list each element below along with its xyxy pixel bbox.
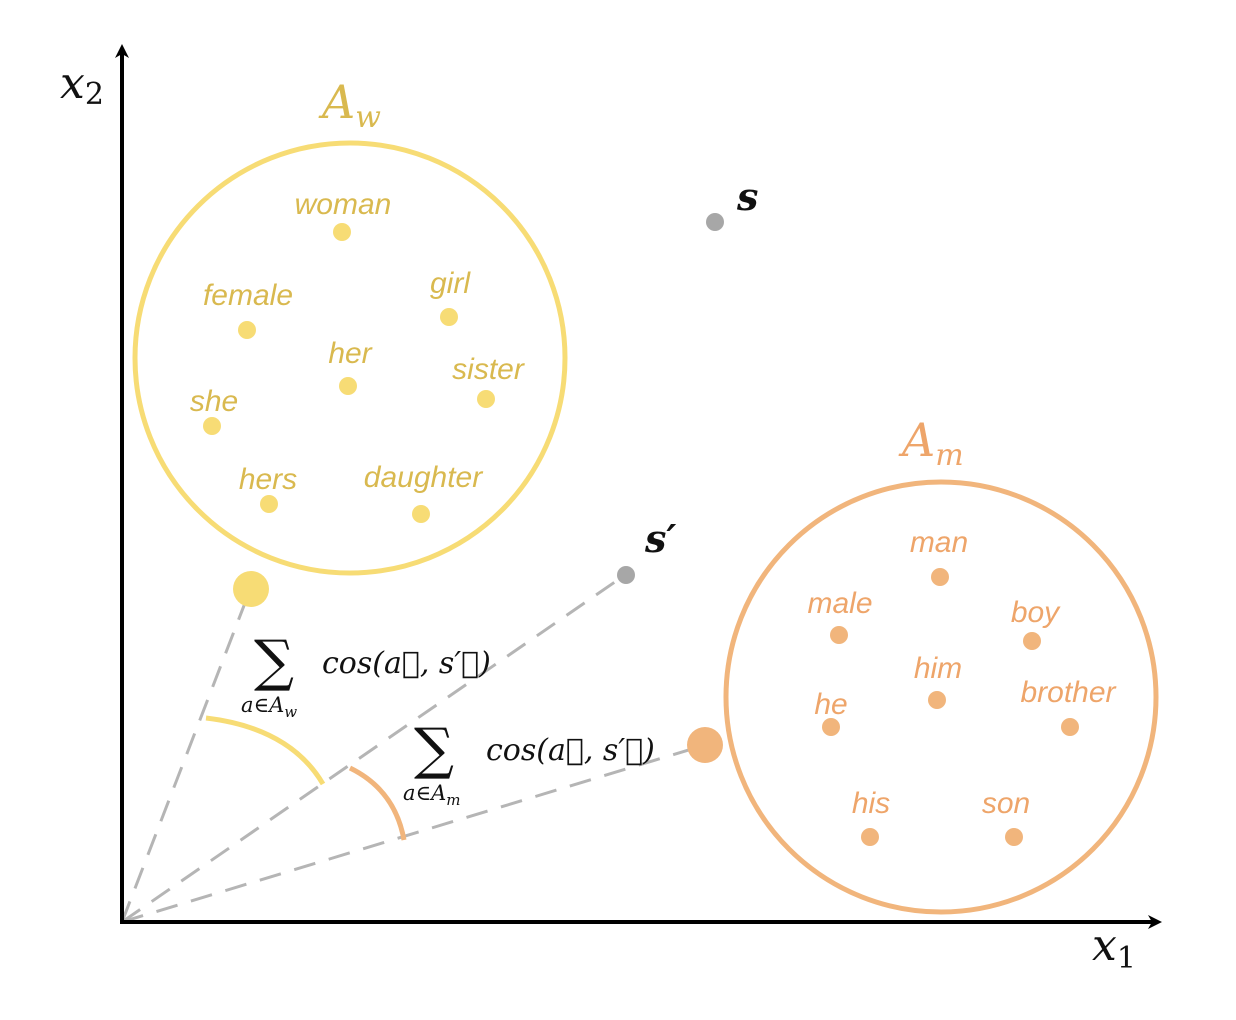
women-set-boundary: [132, 140, 568, 576]
women-formula-body: cos(a⃗, s′⃗): [322, 646, 491, 681]
men-angle-arc: [348, 765, 407, 841]
word-point-hers: [260, 495, 278, 513]
word-label-male: male: [807, 587, 872, 620]
word-point-sister: [477, 390, 495, 408]
x-axis-label: x1: [1092, 920, 1136, 976]
word-label-her: her: [328, 337, 372, 370]
ray-to-women-centroid: [120, 589, 252, 923]
word-point-brother: [1061, 718, 1079, 736]
word-label-his: his: [852, 787, 890, 820]
word-point-male: [830, 626, 848, 644]
word-label-brother: brother: [1020, 676, 1116, 709]
word-label-girl: girl: [430, 267, 471, 300]
word-point-boy: [1023, 632, 1041, 650]
men-cosine-formula: ∑ cos(a⃗, s′⃗) a∈Am: [403, 717, 655, 809]
axes: x2 x1: [60, 44, 1162, 976]
women-set: Aw woman female girl her sister she hers…: [132, 75, 568, 607]
men-formula-index: a∈Am: [403, 781, 460, 809]
word-point-her: [339, 377, 357, 395]
ray-to-s-prime: [121, 573, 626, 924]
point-s-prime: [617, 566, 635, 584]
y-axis-label: x2: [60, 58, 104, 112]
men-formula-body: cos(a⃗, s′⃗): [486, 733, 655, 768]
word-point-he: [822, 718, 840, 736]
word-label-female: female: [203, 279, 293, 312]
men-set: Am man male boy him he brother his son: [687, 413, 1159, 915]
word-point-female: [238, 321, 256, 339]
word-label-boy: boy: [1011, 596, 1061, 629]
point-s-label: s: [736, 174, 758, 219]
word-label-he: he: [814, 688, 847, 721]
word-label-she: she: [190, 385, 238, 418]
women-centroid: [233, 571, 269, 607]
word-point-his: [861, 828, 879, 846]
word-point-son: [1005, 828, 1023, 846]
word-point-daughter: [412, 505, 430, 523]
women-cosine-formula: ∑ cos(a⃗, s′⃗) a∈Aw: [241, 629, 491, 721]
word-label-woman: woman: [295, 188, 392, 221]
word-point-girl: [440, 308, 458, 326]
women-angle-arc: [205, 715, 326, 786]
women-formula-sum: ∑: [254, 629, 294, 694]
word-label-man: man: [910, 526, 968, 559]
ray-to-men-centroid: [121, 743, 706, 924]
women-formula-index: a∈Aw: [241, 693, 297, 721]
point-s-prime-label: s′: [644, 516, 676, 561]
word-label-daughter: daughter: [364, 461, 483, 494]
word-point-man: [931, 568, 949, 586]
men-centroid: [687, 727, 723, 763]
word-label-sister: sister: [452, 353, 525, 386]
women-set-title: Aw: [318, 75, 381, 135]
men-formula-sum: ∑: [414, 717, 454, 782]
men-set-boundary: [723, 479, 1159, 915]
cosine-rays: [120, 573, 706, 924]
neutral-points: s s′: [617, 174, 758, 584]
word-label-him: him: [914, 652, 962, 685]
word-point-woman: [333, 223, 351, 241]
word-label-son: son: [982, 787, 1030, 820]
word-point-she: [203, 417, 221, 435]
word-label-hers: hers: [239, 463, 297, 496]
men-set-title: Am: [898, 413, 964, 473]
point-s: [706, 213, 724, 231]
word-point-him: [928, 691, 946, 709]
